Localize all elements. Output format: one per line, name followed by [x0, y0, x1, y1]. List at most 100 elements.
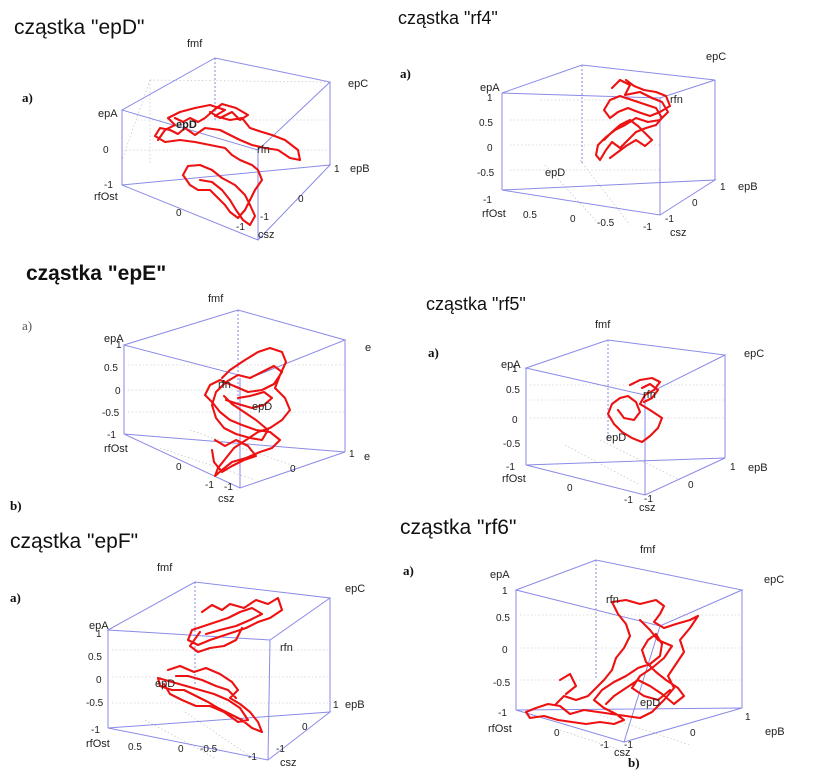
trajectory [156, 596, 284, 734]
label-epb: epB [748, 462, 768, 474]
subplot-label: a) [22, 90, 33, 105]
axes-box [501, 64, 717, 216]
label-fmf: fmf [640, 544, 656, 556]
tick-y: 1 [720, 182, 726, 193]
tick-z: 0 [512, 415, 518, 426]
label-csz: csz [280, 757, 297, 769]
label-epa: epA [89, 620, 109, 632]
grid-lines [510, 99, 660, 226]
tick-y: -1 [276, 744, 285, 755]
trajectory [606, 376, 664, 444]
tick-y: -1 [644, 494, 653, 505]
tick-y: 0 [692, 198, 698, 209]
label-rfost: rfOst [104, 443, 128, 455]
tick-y: -1 [624, 740, 633, 751]
chart-title: cząstka "epE" [26, 262, 167, 285]
label-csz: csz [670, 227, 687, 239]
tick-z: 0.5 [506, 385, 520, 396]
subplot-label: a) [22, 318, 33, 333]
grid-lines [112, 649, 330, 759]
label-rfn: rfn [218, 379, 231, 391]
chart-rf4-3d: epC epA rfn epD epB rfOst csz 1 0.5 0 -0… [477, 51, 758, 239]
label-rfn: rfn [670, 94, 683, 106]
tick-z: 0.5 [479, 118, 493, 129]
label-rfost: rfOst [94, 191, 118, 203]
tick-z: 0.5 [496, 613, 510, 624]
label-epd: epD [155, 678, 175, 690]
label-epa: epA [104, 333, 124, 345]
tick-z: -1 [498, 708, 507, 719]
tick-x: -1 [624, 495, 633, 506]
axes-box [120, 57, 332, 241]
label-csz: csz [639, 502, 656, 514]
tick-z: 0 [502, 645, 508, 656]
label-csz: csz [614, 747, 631, 759]
trajectory [203, 346, 292, 478]
label-epd: epD [545, 167, 565, 179]
label-fmf: fmf [595, 319, 611, 331]
tick-x: 0 [554, 728, 560, 739]
tick-z: 0 [103, 145, 109, 156]
tick-y: 0 [298, 194, 304, 205]
axes-box [122, 309, 347, 489]
tick-y: -1 [224, 482, 233, 493]
chart-title: cząstka "epD" [14, 16, 145, 39]
tick-z: -1 [506, 462, 515, 473]
label-epa: epA [98, 108, 118, 120]
tick-z: 0 [96, 675, 102, 686]
tick-x: 0 [176, 208, 182, 219]
label-epa: epA [490, 569, 510, 581]
label-inner: epD [176, 119, 197, 131]
label-fmf: fmf [157, 562, 173, 574]
trajectory [524, 598, 700, 726]
label-fmf: fmf [187, 38, 203, 50]
subplot-label-b: b) [628, 755, 640, 770]
label-epa: epA [480, 82, 500, 94]
label-rfn: rfn [280, 642, 293, 654]
tick-y: 1 [349, 449, 355, 460]
tick-z: 1 [512, 364, 518, 375]
label-epd: epD [606, 432, 626, 444]
chart-title: cząstka "rf4" [398, 8, 498, 28]
label-inner: epD [252, 401, 272, 413]
tick-z: -0.5 [86, 698, 104, 709]
label-epc: epC [744, 348, 764, 360]
subplot-label-b: b) [10, 498, 22, 513]
axes-box [524, 339, 727, 496]
axes-box [106, 581, 332, 761]
subplot-label: a) [400, 66, 411, 81]
tick-y: 0 [302, 722, 308, 733]
label-rfn: rfn [643, 389, 656, 401]
tick-z: 0.5 [104, 363, 118, 374]
tick-x: 0 [570, 214, 576, 225]
tick-z: -0.5 [102, 408, 120, 419]
chart-epf-3d: fmf epC epA rfn epD epB rfOst csz 1 0.5 … [86, 562, 365, 769]
tick-x: -1 [600, 740, 609, 751]
label-rfost: rfOst [482, 208, 506, 220]
label-csz: csz [218, 493, 235, 505]
subplot-label: a) [428, 345, 439, 360]
subplot-label: a) [10, 590, 21, 605]
tick-z: 1 [96, 629, 102, 640]
tick-x: -1 [205, 480, 214, 491]
tick-z: 1 [116, 340, 122, 351]
tick-y: 1 [745, 712, 751, 723]
axes-box [514, 559, 744, 743]
tick-z: -1 [104, 180, 113, 191]
tick-z: 1 [487, 93, 493, 104]
label-epa: epA [501, 359, 521, 371]
chart-rf5-3d: fmf epC epA rfn epD epB rfOst csz 1 0.5 … [501, 319, 768, 514]
tick-z: -1 [483, 195, 492, 206]
label-epb: epB [738, 181, 758, 193]
label-epc: epC [345, 583, 365, 595]
label-epb: epB [350, 163, 370, 175]
label-fmf: fmf [208, 293, 224, 305]
tick-x: -1 [236, 222, 245, 233]
tick-z: 1 [502, 586, 508, 597]
tick-y: -1 [665, 214, 674, 225]
tick-z: -0.5 [477, 168, 495, 179]
label-epc: epC [348, 78, 368, 90]
label-rfost: rfOst [502, 473, 526, 485]
tick-y: -1 [260, 212, 269, 223]
tick-y: 1 [334, 164, 340, 175]
